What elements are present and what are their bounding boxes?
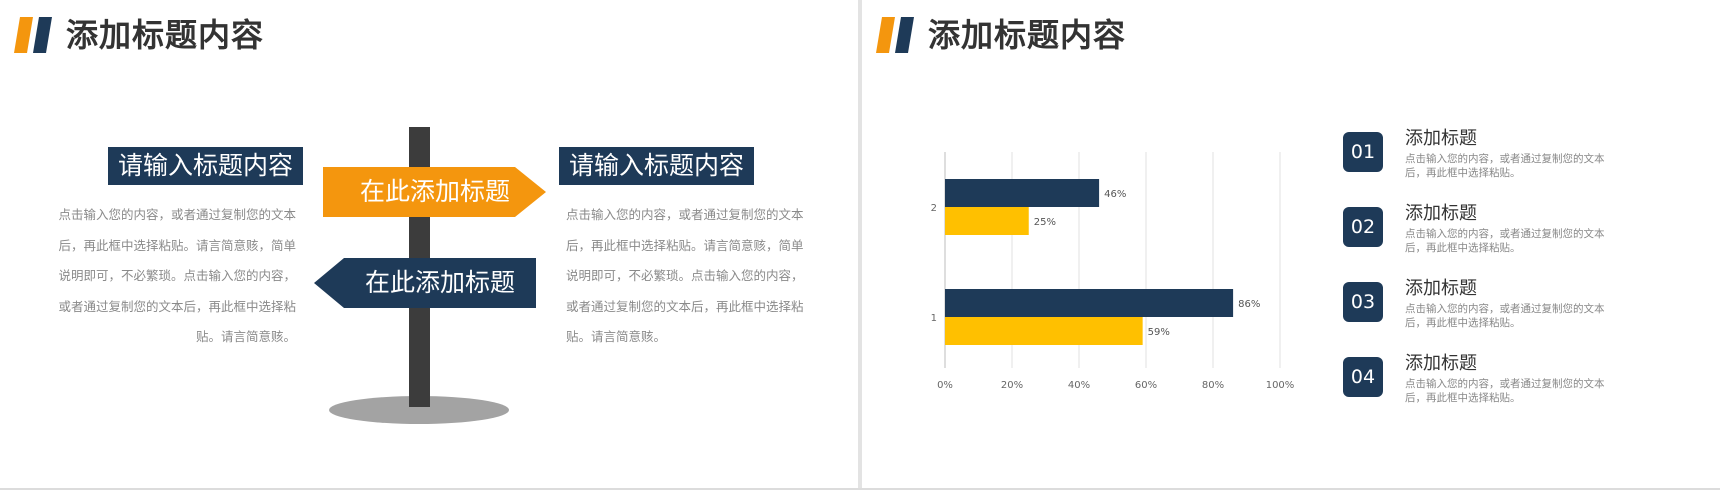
left-paragraph: 点击输入您的内容，或者通过复制您的文本 后，再此框中选择粘贴。请言简意赅，简单 说明… — [58, 200, 296, 353]
slide-left: 添加标题内容 在此添加标题 在此添加标题 请输入标题内容 点击输入您的内容，或者… — [0, 0, 858, 490]
page-title: 添加标题内容 — [66, 16, 265, 54]
x-tick-label: 40% — [1068, 380, 1090, 391]
bar-series1-cat2 — [945, 179, 1100, 207]
item-description-line: 点击输入您的内容，或者通过复制您的文本 — [1405, 153, 1605, 165]
item-description-line: 点击输入您的内容，或者通过复制您的文本 — [1405, 228, 1605, 240]
paragraph-line: 贴。请言简意赅。 — [195, 329, 296, 344]
bar-series2-cat2 — [945, 207, 1029, 235]
item-description: 点击输入您的内容，或者通过复制您的文本 后，再此框中选择粘贴。 — [1405, 153, 1615, 180]
title-logo-icon — [14, 17, 52, 53]
item-description: 点击输入您的内容，或者通过复制您的文本 后，再此框中选择粘贴。 — [1405, 228, 1615, 255]
item-description-line: 后，再此框中选择粘贴。 — [1405, 316, 1521, 329]
slide-divider — [858, 0, 862, 490]
page-title: 添加标题内容 — [928, 16, 1127, 54]
item-number-badge: 02 — [1343, 207, 1383, 247]
paragraph-line: 点击输入您的内容，或者通过复制您的文本 — [58, 207, 296, 222]
bar-value-label: 46% — [1104, 189, 1126, 200]
bar-series2-cat1 — [945, 317, 1143, 345]
sign-arrow-right — [323, 167, 546, 217]
item-title: 添加标题 — [1405, 353, 1477, 374]
right-heading: 请输入标题内容 — [559, 147, 755, 185]
bar-chart: 0% 20% 40% 60% 80% 100% 86% 59% 1 46% 25% 2 — [862, 0, 1720, 490]
x-tick-label: 20% — [1001, 380, 1023, 391]
paragraph-line: 后，再此框中选择粘贴。请言简意赅，简单 — [566, 237, 804, 253]
bar-value-label: 86% — [1238, 299, 1260, 310]
item-description-line: 点击输入您的内容，或者通过复制您的文本 — [1405, 378, 1605, 390]
item-number-badge: 01 — [1343, 132, 1383, 172]
title-logo-icon — [876, 17, 914, 53]
paragraph-line: 说明即可，不必繁琐。点击输入您的内容， — [566, 268, 804, 283]
item-description-line: 后，再此框中选择粘贴。 — [1405, 166, 1521, 179]
x-tick-label: 80% — [1202, 380, 1224, 391]
sign-bottom-label: 在此添加标题 — [364, 268, 515, 297]
item-description: 点击输入您的内容，或者通过复制您的文本 后，再此框中选择粘贴。 — [1405, 303, 1615, 330]
sign-arrow-left — [314, 258, 536, 308]
item-title: 添加标题 — [1405, 128, 1477, 149]
paragraph-line: 后，再此框中选择粘贴。请言简意赅，简单 — [58, 237, 296, 253]
bar-value-label: 59% — [1148, 327, 1170, 338]
paragraph-line: 说明即可，不必繁琐。点击输入您的内容， — [58, 268, 296, 283]
item-number-badge: 03 — [1343, 282, 1383, 322]
item-description-line: 后，再此框中选择粘贴。 — [1405, 391, 1521, 404]
paragraph-line: 点击输入您的内容，或者通过复制您的文本 — [566, 207, 804, 222]
item-title: 添加标题 — [1405, 203, 1477, 224]
left-heading: 请输入标题内容 — [108, 147, 304, 185]
x-tick-label: 100% — [1266, 380, 1295, 391]
slide-right: 添加标题内容 0% 20% 40% 60% 80% 100% 86% 59% 1 46% 25% 2 … — [862, 0, 1720, 490]
x-tick-label: 0% — [937, 380, 953, 391]
x-tick-label: 60% — [1135, 380, 1157, 391]
item-number-badge: 04 — [1343, 357, 1383, 397]
paragraph-line: 贴。请言简意赅。 — [566, 329, 667, 344]
right-paragraph: 点击输入您的内容，或者通过复制您的文本 后，再此框中选择粘贴。请言简意赅，简单 说明… — [566, 200, 804, 353]
paragraph-line: 或者通过复制您的文本后，再此框中选择粘 — [566, 298, 804, 314]
bar-series1-cat1 — [945, 289, 1234, 317]
bar-value-label: 25% — [1034, 217, 1056, 228]
paragraph-line: 或者通过复制您的文本后，再此框中选择粘 — [58, 298, 296, 314]
item-title: 添加标题 — [1405, 278, 1477, 299]
item-description: 点击输入您的内容，或者通过复制您的文本 后，再此框中选择粘贴。 — [1405, 378, 1615, 405]
signpost-shadow — [329, 396, 509, 424]
signpost-graphic — [314, 127, 546, 424]
category-label: 1 — [931, 313, 937, 324]
sign-top-label: 在此添加标题 — [359, 177, 510, 206]
item-description-line: 后，再此框中选择粘贴。 — [1405, 241, 1521, 254]
bottom-rule — [0, 488, 1720, 490]
category-label: 2 — [931, 203, 937, 214]
item-description-line: 点击输入您的内容，或者通过复制您的文本 — [1405, 303, 1605, 315]
